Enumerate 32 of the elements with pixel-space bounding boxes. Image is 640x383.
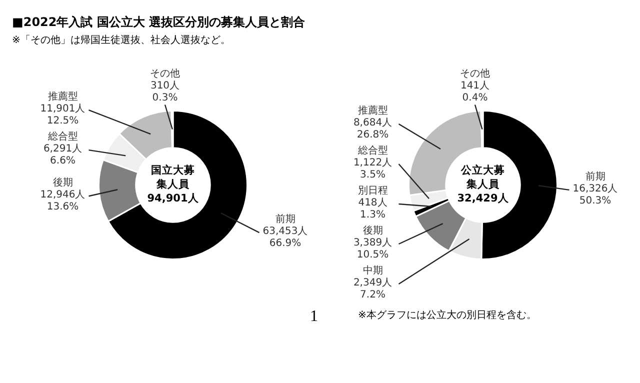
text: 国立大募集人員 [151,164,195,191]
text: 1 [309,308,318,326]
data-label: 8,684人 26.8% [353,118,392,141]
text: 公立大募集人員 [460,164,505,191]
text: ※本グラフには公立大の別日程を含む。 [357,308,538,322]
data-label: 1,122人 3.5% [353,158,392,181]
slice-label: 後期 [362,224,383,237]
slice-label: 後期 [52,176,73,189]
chart-subtitle: ※「その他」は帰国生徒選抜、社会人選抜など。 [12,34,232,47]
slice-label: 中期 [362,264,383,277]
data-label: 2,349人 7.2% [353,278,392,301]
slice-label: 別日程 [358,186,388,197]
data-label: 141人 0.4% [460,80,490,104]
data-label: 11,901人 12.5% [40,104,86,127]
text: 32,429人 [457,192,510,205]
data-label: 310人 0.3% [150,80,180,104]
data-label: 418人 1.3% [358,198,388,221]
chart-title: ■2022年入試 国公立大 選抜区分別の募集人員と割合 [12,14,306,31]
slice-label: その他 [150,67,180,80]
slice-label: その他 [460,67,490,80]
text: 94,901人 [147,192,200,205]
data-label: 3,389人 10.5% [353,238,392,261]
data-label: 16,326人 50.3% [572,184,618,207]
slice-label: 推薦型 [358,104,388,117]
slice-label: 総合型 [46,130,78,143]
slice-label: 総合型 [356,144,388,157]
slice-label: 前期 [275,213,296,226]
data-label: 63,453人 66.9% [262,226,308,250]
data-label: 12,946人 13.6% [40,190,86,213]
slice-label: 前期 [585,170,606,183]
data-label: 6,291人 6.6% [43,144,82,167]
slice-label: 推薦型 [48,90,78,103]
